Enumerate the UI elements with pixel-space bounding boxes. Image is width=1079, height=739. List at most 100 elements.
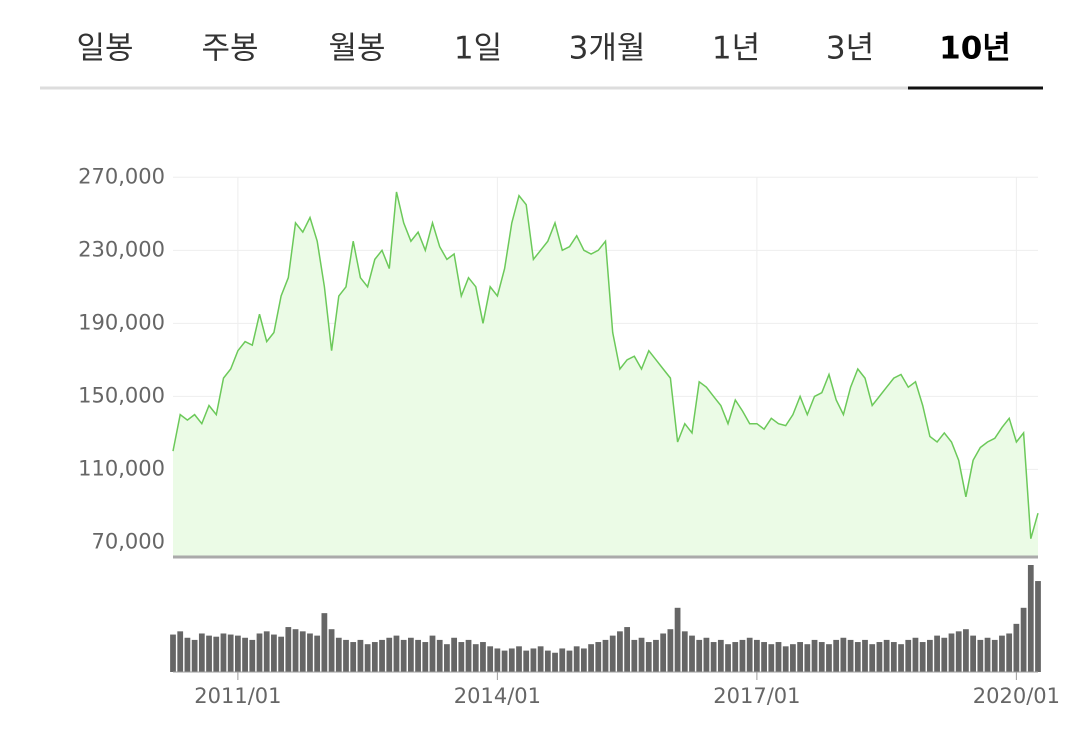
volume-bar — [804, 644, 811, 672]
volume-bar — [833, 639, 840, 672]
volume-bar — [170, 634, 176, 672]
volume-bar — [523, 650, 530, 672]
volume-bar — [862, 639, 868, 672]
volume-bar — [580, 648, 587, 672]
volume-bar — [775, 642, 782, 672]
volume-bar — [472, 644, 479, 672]
volume-bar — [573, 646, 580, 672]
volume-bar — [970, 635, 977, 672]
volume-bar — [811, 639, 818, 672]
volume-bar — [710, 642, 717, 672]
volume-bar — [609, 635, 616, 672]
volume-bar — [645, 642, 652, 672]
y-tick-label: 270,000 — [78, 164, 165, 188]
volume-bar — [595, 642, 602, 672]
volume-bar — [480, 642, 486, 672]
volume-bar — [926, 639, 933, 672]
volume-bar — [494, 648, 501, 672]
volume-bar — [458, 642, 465, 672]
volume-bar — [465, 639, 472, 672]
volume-bar — [335, 637, 342, 672]
volume-bar — [869, 644, 876, 672]
volume-bar — [746, 637, 753, 672]
volume-bar — [271, 634, 277, 672]
volume-bar — [631, 639, 638, 672]
y-tick-label: 110,000 — [78, 456, 165, 480]
y-tick-label: 70,000 — [92, 529, 165, 553]
volume-bar — [941, 637, 948, 672]
volume-bar — [588, 644, 594, 672]
volume-bar — [991, 639, 998, 672]
volume-bar — [847, 639, 854, 672]
tab[interactable]: 일봉 — [76, 31, 133, 67]
volume-bar — [343, 639, 349, 672]
volume-bar — [559, 648, 566, 672]
tab[interactable]: 10년 — [939, 31, 1011, 67]
volume-bar — [307, 633, 313, 672]
volume-bar — [782, 646, 789, 672]
volume-bar — [797, 642, 804, 672]
volume-bar — [206, 635, 212, 672]
volume-bar — [415, 639, 421, 672]
volume-bar — [242, 637, 248, 672]
volume-bar — [436, 639, 443, 672]
volume-bar — [544, 650, 551, 672]
volume-bar — [999, 635, 1005, 672]
volume-bar — [263, 631, 270, 672]
volume-bar — [314, 635, 321, 672]
volume-bar — [292, 629, 299, 672]
tab[interactable]: 월봉 — [328, 31, 385, 67]
volume-bar — [674, 607, 681, 672]
volume-bar — [191, 639, 198, 672]
volume-bar — [919, 642, 926, 672]
volume-bar — [905, 639, 912, 672]
volume-bar — [451, 637, 458, 672]
volume-bar — [530, 648, 537, 672]
x-tick-label: 2014/01 — [454, 684, 541, 708]
volume-bar — [703, 637, 710, 672]
volume-bar — [220, 633, 227, 672]
tab[interactable]: 3개월 — [569, 31, 646, 67]
volume-bar — [898, 644, 904, 672]
volume-bar — [256, 633, 263, 672]
volume-bar — [328, 629, 335, 672]
volume-bar — [278, 636, 285, 672]
volume-bar — [227, 634, 234, 672]
x-tick-label: 2020/01 — [973, 684, 1060, 708]
y-tick-label: 230,000 — [78, 237, 165, 261]
volume-bar — [1006, 633, 1013, 672]
volume-bar — [768, 644, 775, 672]
volume-bar — [1027, 565, 1034, 672]
volume-bar — [955, 631, 962, 672]
tab[interactable]: 1일 — [454, 31, 502, 67]
volume-bar — [422, 642, 429, 672]
volume-bar — [364, 644, 371, 672]
volume-bar — [234, 635, 241, 672]
volume-bar — [429, 635, 436, 672]
volume-bar — [660, 633, 667, 672]
tab[interactable]: 1년 — [712, 31, 760, 67]
volume-bar — [653, 639, 659, 672]
y-tick-label: 190,000 — [78, 310, 165, 334]
volume-bar — [681, 631, 688, 672]
volume-bar — [371, 642, 378, 672]
volume-bar — [184, 637, 191, 672]
volume-bar — [912, 637, 919, 672]
volume-bar — [386, 637, 393, 672]
tab[interactable]: 주봉 — [201, 31, 258, 67]
volume-bar — [667, 629, 674, 672]
volume-bar — [393, 635, 400, 672]
volume-bar — [883, 639, 890, 672]
volume-bar — [177, 631, 184, 672]
volume-bar — [350, 642, 357, 672]
tab[interactable]: 3년 — [826, 31, 874, 67]
volume-bar — [537, 646, 544, 672]
volume-bar — [249, 639, 256, 672]
volume-bar — [761, 642, 767, 672]
volume-bar — [198, 633, 205, 672]
volume-bar — [890, 642, 897, 672]
volume-bar — [934, 635, 940, 672]
volume-bar — [790, 644, 796, 672]
volume-bar — [732, 642, 739, 672]
